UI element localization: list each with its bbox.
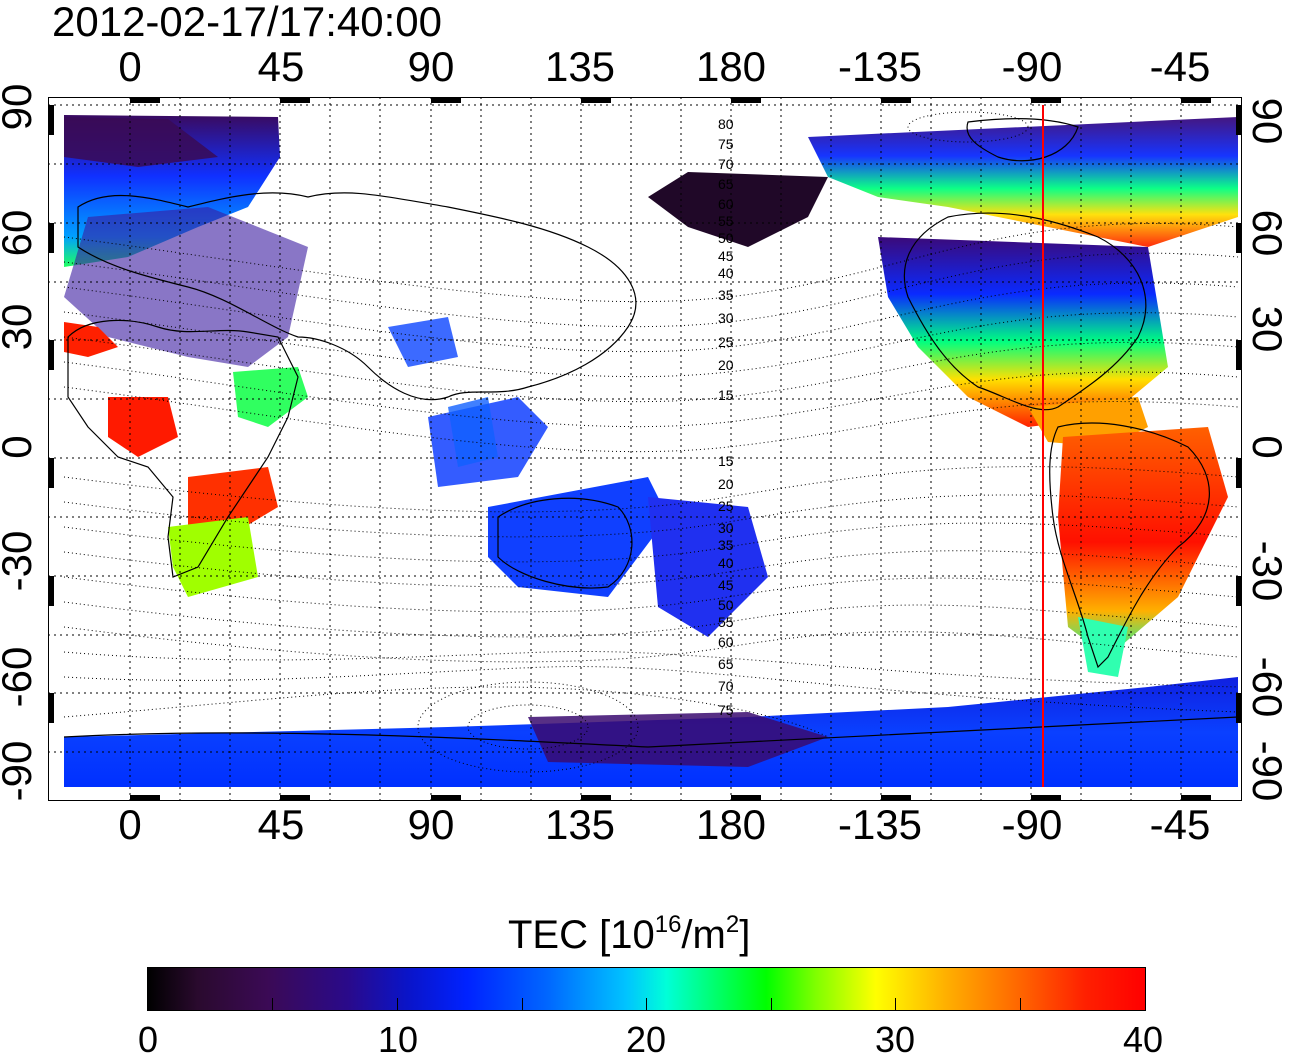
colorbar-tick xyxy=(522,998,523,1010)
colorbar-title-exponent: 2 xyxy=(725,911,740,938)
lat-label-left: 90 xyxy=(0,83,40,131)
contour-label: 45 xyxy=(718,577,734,593)
longitude-axis-bottom: 0 45 90 135 180 -135 -90 -45 xyxy=(0,800,1292,850)
lat-label-right: 0 xyxy=(1244,435,1291,459)
colorbar xyxy=(147,967,1146,1011)
colorbar-tick xyxy=(771,998,772,1010)
contour-label: 35 xyxy=(718,287,734,303)
colorbar-label: 30 xyxy=(874,1019,916,1060)
contour-label: 75 xyxy=(718,702,734,718)
contour-labels: 80 75 70 65 60 55 50 45 40 35 30 25 20 1… xyxy=(718,116,734,718)
contour-label: 75 xyxy=(718,136,734,152)
tec-world-map: 80 75 70 65 60 55 50 45 40 35 30 25 20 1… xyxy=(48,97,1242,801)
lon-label: -90 xyxy=(1001,801,1063,848)
contour-label: 35 xyxy=(718,537,734,553)
lon-label: 135 xyxy=(544,801,616,848)
tec-patches xyxy=(64,115,1238,787)
contour-label: 50 xyxy=(718,230,734,246)
colorbar-tick xyxy=(397,998,398,1010)
contour-label: 55 xyxy=(718,614,734,630)
graticule xyxy=(48,97,1242,801)
lat-label-left: -30 xyxy=(0,530,40,592)
lat-label-right: -30 xyxy=(1244,540,1291,602)
colorbar-label: 40 xyxy=(1122,1019,1164,1060)
contour-label: 55 xyxy=(718,213,734,229)
lat-label-left: -60 xyxy=(0,646,40,708)
contour-label: 65 xyxy=(718,176,734,192)
lon-label: 90 xyxy=(407,43,455,90)
colorbar-title-end: ] xyxy=(739,913,751,957)
colorbar-title: TEC [1016/m2] xyxy=(508,902,750,958)
colorbar-tick xyxy=(272,998,273,1010)
contour-label: 15 xyxy=(718,387,734,403)
colorbar-tick xyxy=(895,998,896,1010)
coastlines xyxy=(63,118,1239,748)
lon-label: 180 xyxy=(695,43,767,90)
colorbar-tick xyxy=(646,998,647,1010)
lon-label: 135 xyxy=(544,43,616,90)
lon-label: 0 xyxy=(118,43,142,90)
lon-label: -135 xyxy=(837,801,923,848)
lon-label: -45 xyxy=(1149,801,1211,848)
colorbar-label: 0 xyxy=(137,1019,159,1060)
contour-label: 40 xyxy=(718,555,734,571)
lon-label: 45 xyxy=(257,43,305,90)
lat-label-right: 30 xyxy=(1244,305,1291,353)
colorbar-title-exponent: 16 xyxy=(654,911,682,938)
lat-label-left: 60 xyxy=(0,209,40,257)
lon-label: -45 xyxy=(1149,43,1211,90)
contour-label: 65 xyxy=(718,656,734,672)
lon-label: -135 xyxy=(837,43,923,90)
contour-label: 25 xyxy=(718,498,734,514)
lat-label-left: 30 xyxy=(0,303,40,351)
contour-label: 20 xyxy=(718,357,734,373)
contour-label: 15 xyxy=(718,453,734,469)
magnetic-latitude-contours xyxy=(63,111,1239,773)
contour-label: 60 xyxy=(718,196,734,212)
contour-label: 30 xyxy=(718,310,734,326)
contour-label: 80 xyxy=(718,116,734,132)
contour-label: 60 xyxy=(718,634,734,650)
contour-label: 25 xyxy=(718,334,734,350)
axis-ticks xyxy=(48,97,1242,801)
colorbar-tick xyxy=(1020,998,1021,1010)
lat-label-right: 90 xyxy=(1244,97,1291,145)
lat-label-right: 60 xyxy=(1244,209,1291,257)
colorbar-title-unit: /m xyxy=(681,913,726,957)
contour-label: 30 xyxy=(718,520,734,536)
lon-label: -90 xyxy=(1001,43,1063,90)
lon-label: 90 xyxy=(407,801,455,848)
contour-label: 50 xyxy=(718,597,734,613)
longitude-axis-top: 0 45 90 135 180 -135 -90 -45 xyxy=(0,42,1292,92)
lon-label: 45 xyxy=(257,801,305,848)
lat-label-left: 0 xyxy=(0,412,40,482)
contour-label: 40 xyxy=(718,265,734,281)
contour-label: 45 xyxy=(718,248,734,264)
colorbar-title-text: TEC [10 xyxy=(508,913,655,957)
colorbar-label: 10 xyxy=(377,1019,419,1060)
contour-label: 70 xyxy=(718,156,734,172)
contour-label: 20 xyxy=(718,476,734,492)
colorbar-label: 20 xyxy=(625,1019,667,1060)
timestamp-title: 2012-02-17/17:40:00 xyxy=(52,0,442,45)
lon-label: 180 xyxy=(695,801,767,848)
lon-label: 0 xyxy=(118,801,142,848)
contour-label: 70 xyxy=(718,678,734,694)
